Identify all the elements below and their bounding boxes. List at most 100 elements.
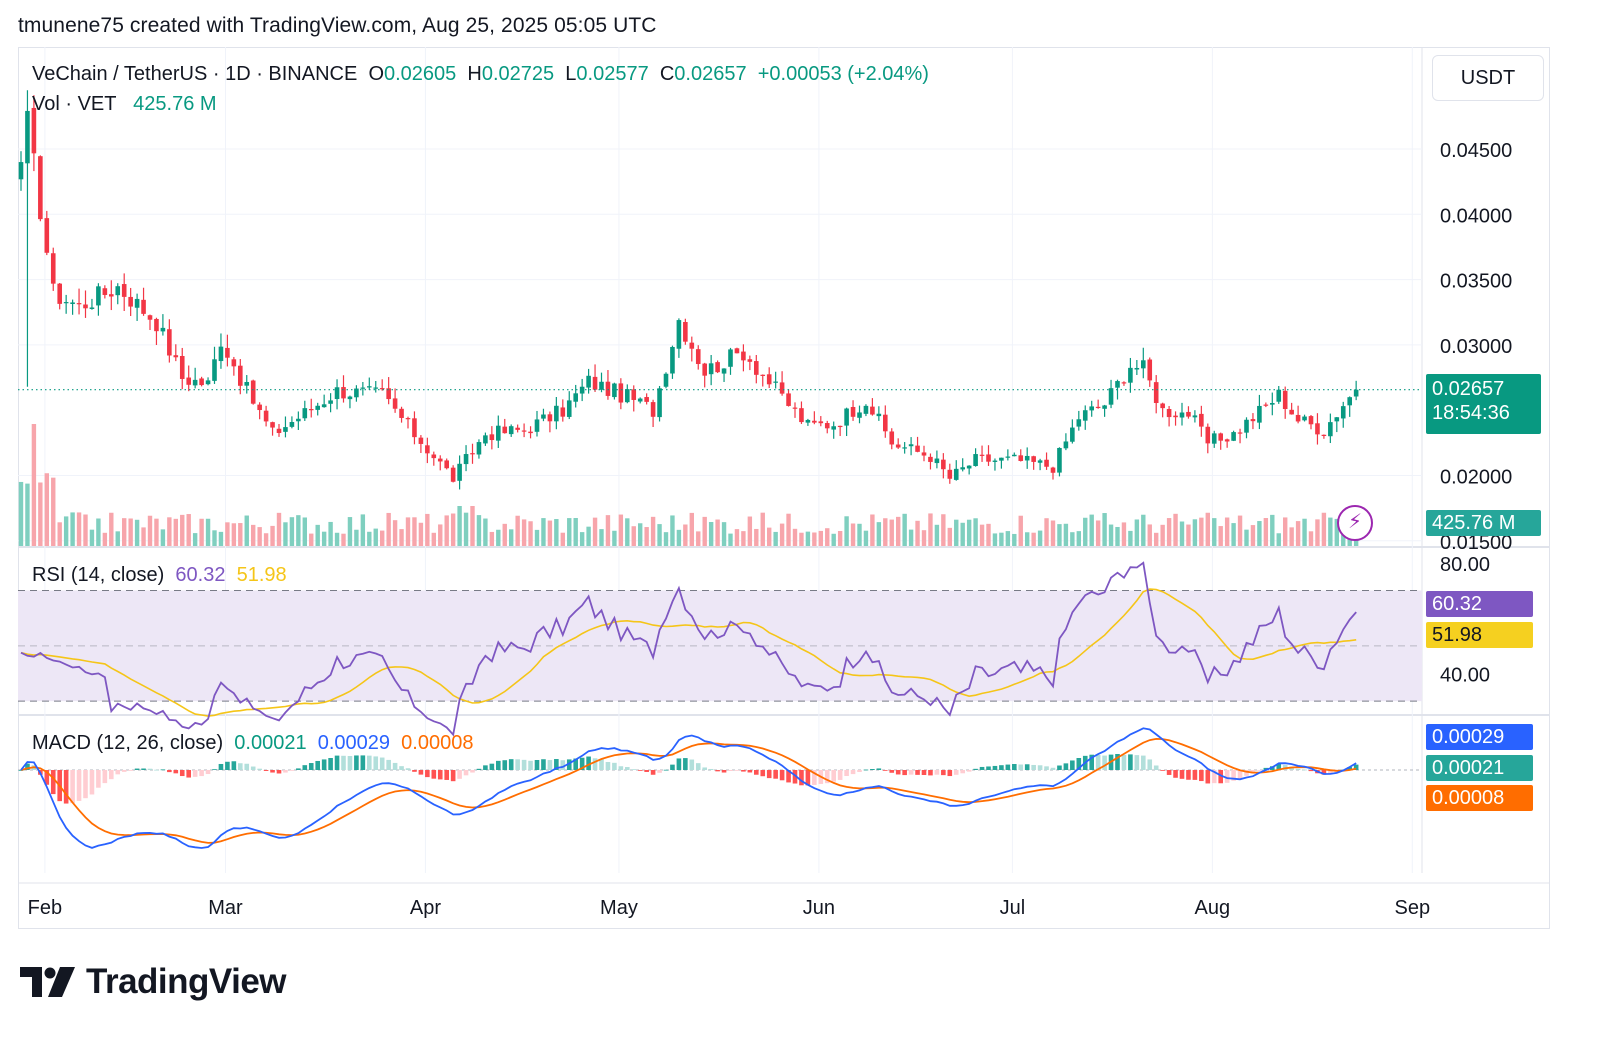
candle [1134,359,1140,376]
macd-hist-bar [18,770,24,771]
candle [186,365,191,392]
candle-body [979,454,985,456]
macd-hist-bar [1115,754,1120,770]
candle-body [1289,409,1294,415]
candle-body [850,406,856,417]
candle [31,95,37,172]
candle [1237,428,1243,444]
candle [799,401,804,424]
volume-bar [1334,518,1339,546]
volume-bar [192,533,198,546]
candle-body [599,381,604,390]
currency-button[interactable]: USDT [1432,55,1544,101]
candle [508,424,514,437]
volume-bar [644,527,649,546]
candle [1160,402,1165,418]
volume-bar [734,529,740,546]
candle-body [586,375,591,388]
volume-bar [450,513,456,546]
price-tick-label: 0.03000 [1440,336,1512,358]
volume-bar [218,531,224,546]
macd-hist-bar [953,770,959,775]
candle [773,371,778,389]
candle-body [1321,434,1327,436]
volume-bar [70,512,75,546]
candle [979,445,985,462]
volume-bar [689,512,694,546]
volume-bar [1173,513,1178,546]
macd-hist-bar [1353,764,1359,770]
candle [289,416,295,429]
macd-hist-bar [1012,764,1017,770]
volume-bar [1095,520,1101,546]
macd-hist-bar [715,770,720,772]
candle-body [799,408,804,423]
candle-body [766,374,772,385]
candle [960,458,965,472]
volume-bar [586,526,591,546]
candle [160,314,166,336]
chart-frame[interactable]: Feb Mar Apr May Jun Jul Aug Sep 0.04500 0.04000 0.… [18,47,1550,929]
candle [676,318,682,358]
macd-hist-bar [1153,765,1159,770]
candle [1108,379,1114,409]
candle-body [167,329,172,356]
candle [941,453,946,479]
candle [1218,432,1223,450]
rsi-tick-label: 40.00 [1440,665,1490,687]
macd-hist-bar [1199,770,1204,782]
candle [586,368,591,394]
candle [1166,406,1172,427]
volume-bar [1083,517,1088,546]
candle-body [715,362,720,373]
volume-bar [283,522,288,546]
macd-hist-bar [618,766,624,770]
chart-svg[interactable]: Feb Mar Apr May Jun Jul Aug Sep 0.04500 0.04000 0.… [18,47,1550,929]
candle [1199,405,1204,437]
volume-bar [431,532,436,546]
legend-high-value: 0.02725 [481,63,555,85]
candle-body [373,387,379,389]
volume-bar [779,523,785,546]
volume-bar [1018,515,1023,546]
macd-hist-bar [941,770,946,776]
candle [1282,386,1288,419]
candle [134,293,140,321]
candle-body [883,414,888,432]
candle [805,418,811,426]
candle [953,460,959,481]
volume-bar [799,532,804,546]
candle-body [379,388,385,390]
price-tick-label: 0.02000 [1440,467,1512,489]
candle-body [18,162,24,180]
tradingview-logo-icon [20,967,75,997]
volume-bar [141,527,146,546]
candle [683,318,688,345]
candle [1076,410,1082,431]
macd-hist-bar [1018,764,1024,770]
volume-bar [476,515,482,546]
macd-hist-bar [1102,755,1107,770]
candle [83,290,88,318]
macd-hist-value: 0.00021 [234,732,307,754]
candle [1205,423,1211,454]
candle-body [96,286,101,306]
macd-hist-bar [392,762,398,770]
volume-bar [205,518,211,546]
candle-body [1199,413,1204,427]
candle-body [1231,432,1236,441]
candle [199,376,204,387]
candle [708,354,714,386]
volume-bar [76,512,82,546]
volume-tag: 425.76 M [1426,510,1541,536]
candle-body [321,404,327,408]
volume-bar [947,527,952,546]
macd-hist-bar [244,763,250,770]
macd-hist-bar [489,763,495,770]
macd-hist-bar [857,770,862,772]
lightning-icon[interactable]: ⚡︎ [1337,505,1373,541]
volume-bar [1218,526,1223,546]
macd-hist-bar [773,770,778,779]
volume-bar [1089,514,1094,546]
macd-hist-bar [328,758,333,770]
